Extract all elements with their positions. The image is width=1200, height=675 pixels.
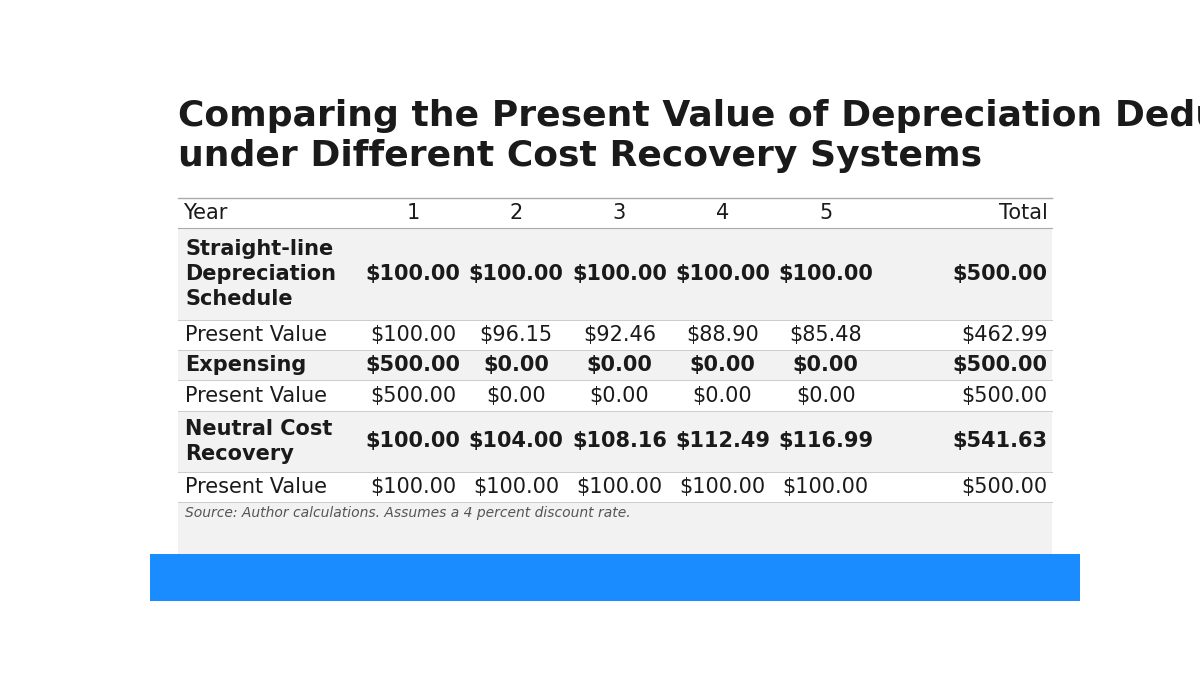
Text: $88.90: $88.90 <box>686 325 758 345</box>
Text: Present Value: Present Value <box>185 477 328 497</box>
Text: $100.00: $100.00 <box>676 264 770 284</box>
Text: $104.00: $104.00 <box>469 431 564 451</box>
Text: $100.00: $100.00 <box>779 264 874 284</box>
Text: Source: Author calculations. Assumes a 4 percent discount rate.: Source: Author calculations. Assumes a 4… <box>185 506 631 520</box>
Text: $100.00: $100.00 <box>576 477 662 497</box>
Bar <box>178 198 1052 228</box>
Text: 5: 5 <box>820 203 833 223</box>
Text: $100.00: $100.00 <box>370 325 456 345</box>
Text: $500.00: $500.00 <box>953 355 1048 375</box>
Text: $96.15: $96.15 <box>480 325 553 345</box>
Text: 4: 4 <box>716 203 730 223</box>
Text: 1: 1 <box>407 203 420 223</box>
Text: $500.00: $500.00 <box>366 355 461 375</box>
Text: TAX FOUNDATION: TAX FOUNDATION <box>168 568 376 587</box>
Text: $0.00: $0.00 <box>587 355 653 375</box>
Text: $0.00: $0.00 <box>589 385 649 406</box>
Bar <box>178 228 1052 319</box>
Text: $0.00: $0.00 <box>486 385 546 406</box>
Text: $85.48: $85.48 <box>790 325 862 345</box>
Text: Present Value: Present Value <box>185 325 328 345</box>
Text: $100.00: $100.00 <box>473 477 559 497</box>
Text: 3: 3 <box>613 203 626 223</box>
Bar <box>178 502 1052 554</box>
Text: $100.00: $100.00 <box>366 264 461 284</box>
Bar <box>178 350 1052 381</box>
Text: $0.00: $0.00 <box>484 355 550 375</box>
Text: Neutral Cost
Recovery: Neutral Cost Recovery <box>185 418 332 464</box>
Text: $100.00: $100.00 <box>572 264 667 284</box>
Text: $112.49: $112.49 <box>676 431 770 451</box>
Text: 2: 2 <box>510 203 523 223</box>
Text: Present Value: Present Value <box>185 385 328 406</box>
Text: $108.16: $108.16 <box>572 431 667 451</box>
Text: $116.99: $116.99 <box>778 431 874 451</box>
Text: $0.00: $0.00 <box>690 355 756 375</box>
Bar <box>150 554 1080 601</box>
Text: $100.00: $100.00 <box>366 431 461 451</box>
Text: $100.00: $100.00 <box>370 477 456 497</box>
Bar <box>178 472 1052 502</box>
Text: $462.99: $462.99 <box>961 325 1048 345</box>
Text: $500.00: $500.00 <box>953 264 1048 284</box>
Text: $541.63: $541.63 <box>953 431 1048 451</box>
Text: $0.00: $0.00 <box>796 385 856 406</box>
Text: $100.00: $100.00 <box>679 477 766 497</box>
Text: $100.00: $100.00 <box>469 264 564 284</box>
Text: $100.00: $100.00 <box>782 477 869 497</box>
Text: Year: Year <box>182 203 227 223</box>
Text: $500.00: $500.00 <box>961 385 1048 406</box>
Text: $500.00: $500.00 <box>370 385 456 406</box>
Text: Straight-line
Depreciation
Schedule: Straight-line Depreciation Schedule <box>185 239 336 308</box>
Bar <box>178 411 1052 472</box>
Text: $0.00: $0.00 <box>692 385 752 406</box>
Text: $500.00: $500.00 <box>961 477 1048 497</box>
Bar <box>178 319 1052 350</box>
Text: Comparing the Present Value of Depreciation Deductions
under Different Cost Reco: Comparing the Present Value of Depreciat… <box>178 99 1200 173</box>
Text: $0.00: $0.00 <box>793 355 859 375</box>
Text: Expensing: Expensing <box>185 355 306 375</box>
Text: $92.46: $92.46 <box>583 325 656 345</box>
Text: Total: Total <box>998 203 1048 223</box>
Text: @TaxFoundation: @TaxFoundation <box>890 568 1062 587</box>
Bar <box>178 381 1052 411</box>
